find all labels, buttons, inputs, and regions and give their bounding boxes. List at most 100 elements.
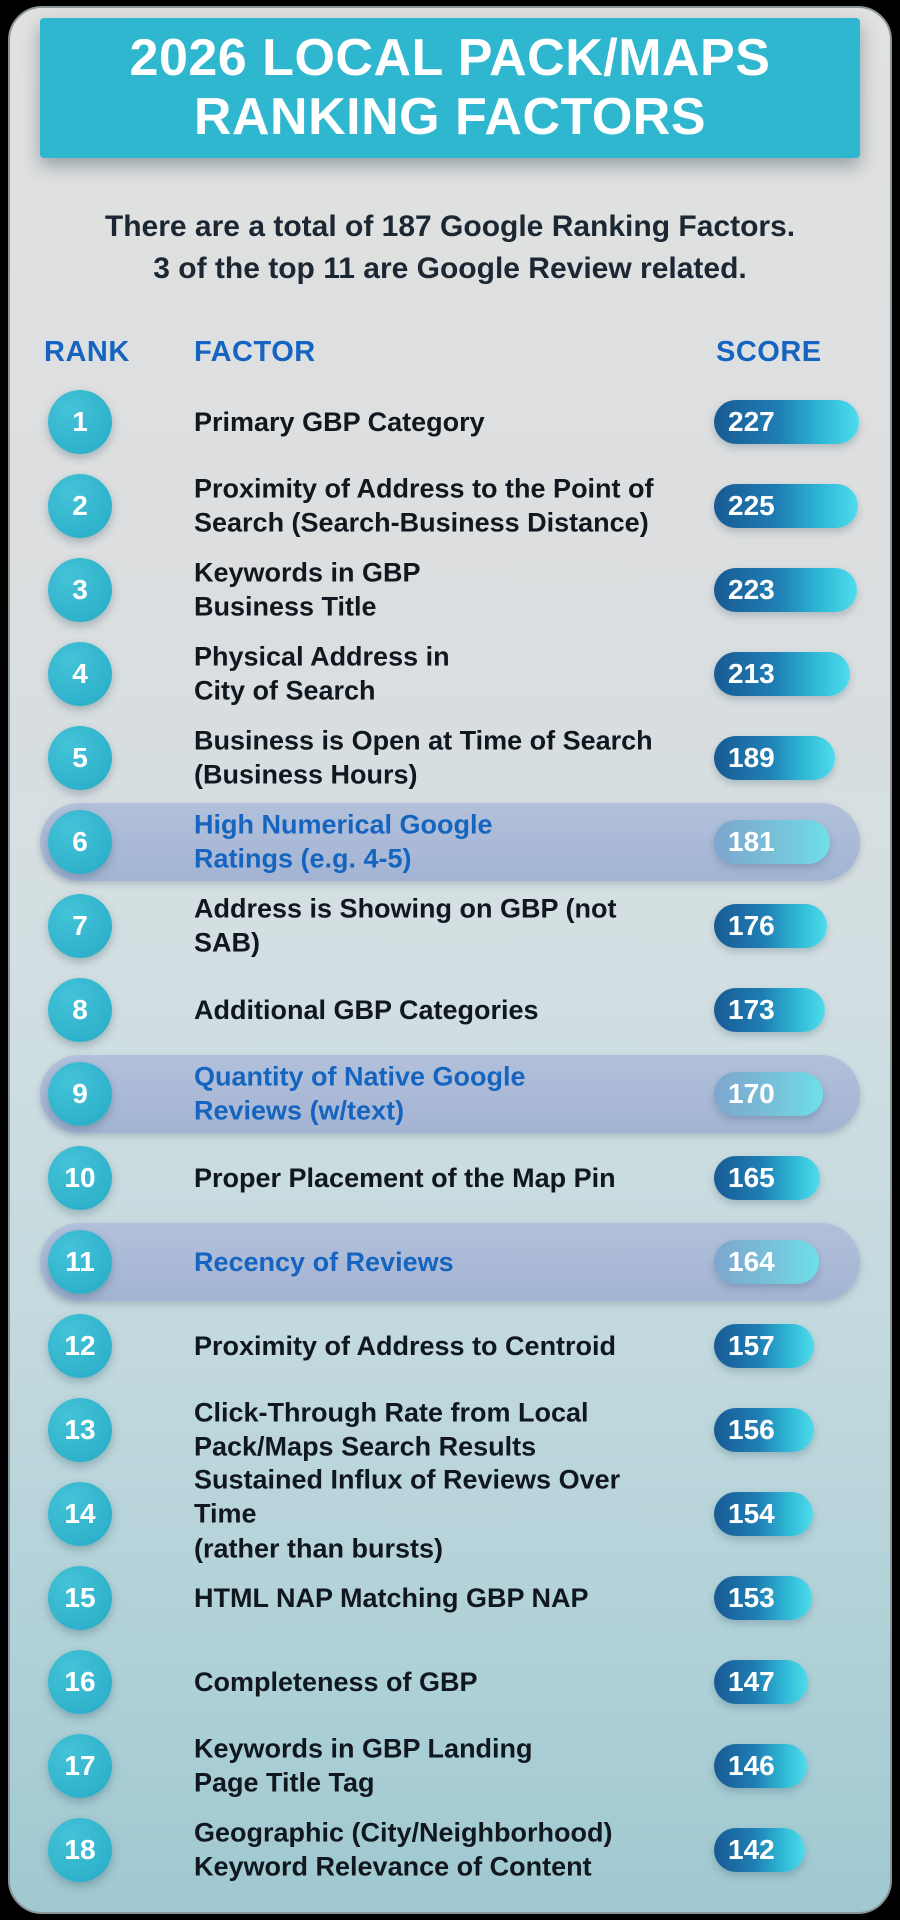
rank-number: 5	[72, 742, 88, 773]
score-value: 146	[728, 1750, 775, 1781]
score-pill: 147	[714, 1660, 808, 1704]
rank-number: 6	[72, 826, 88, 857]
score-value: 173	[728, 994, 775, 1025]
ranking-row: 4 Physical Address in City of Search 213	[10, 632, 890, 716]
intro-text: There are a total of 187 Google Ranking …	[104, 210, 796, 285]
rank-badge: 7	[48, 894, 112, 958]
ranking-row: 17 Keywords in GBP Landing Page Title Ta…	[10, 1724, 890, 1808]
factor-label: Completeness of GBP	[194, 1666, 478, 1697]
ranking-list: 1 Primary GBP Category 227 2 Proximity o…	[10, 380, 890, 1892]
rank-badge: 8	[48, 978, 112, 1042]
ranking-row: 18 Geographic (City/Neighborhood) Keywor…	[10, 1808, 890, 1892]
ranking-row: 3 Keywords in GBP Business Title 223	[10, 548, 890, 632]
score-value: 189	[728, 742, 775, 773]
header-banner: 2026 LOCAL PACK/MAPS RANKING FACTORS	[40, 18, 860, 158]
score-value: 225	[728, 490, 775, 521]
page-title: 2026 LOCAL PACK/MAPS RANKING FACTORS	[129, 28, 771, 146]
rank-number: 8	[72, 994, 88, 1025]
rank-number: 11	[65, 1246, 95, 1277]
score-value: 156	[728, 1414, 775, 1445]
rank-badge: 3	[48, 558, 112, 622]
column-header-rank: RANK	[44, 336, 130, 368]
rank-badge: 1	[48, 390, 112, 454]
score-value: 164	[728, 1246, 775, 1277]
score-pill: 176	[714, 904, 827, 948]
rank-badge: 11	[48, 1230, 112, 1294]
factor-label: Proximity of Address to the Point of Sea…	[194, 473, 654, 538]
score-pill: 154	[714, 1492, 813, 1536]
ranking-row: 14 Sustained Influx of Reviews Over Time…	[10, 1465, 890, 1563]
factor-label: Keywords in GBP Landing Page Title Tag	[194, 1733, 533, 1798]
factor-label: Proper Placement of the Map Pin	[194, 1162, 616, 1193]
rank-badge: 17	[48, 1734, 112, 1798]
score-value: 147	[728, 1666, 775, 1697]
score-pill: 164	[714, 1240, 819, 1284]
score-pill: 165	[714, 1156, 820, 1200]
ranking-row: 8 Additional GBP Categories 173	[10, 968, 890, 1052]
score-pill: 225	[714, 484, 858, 528]
score-pill: 157	[714, 1324, 814, 1368]
score-pill: 181	[714, 820, 830, 864]
score-value: 157	[728, 1330, 775, 1361]
score-value: 165	[728, 1162, 775, 1193]
ranking-row: 7 Address is Showing on GBP (not SAB) 17…	[10, 884, 890, 968]
ranking-row: 9 Quantity of Native Google Reviews (w/t…	[10, 1052, 890, 1136]
rank-number: 10	[64, 1162, 96, 1193]
score-value: 170	[728, 1078, 775, 1109]
rank-badge: 2	[48, 474, 112, 538]
factor-label: Quantity of Native Google Reviews (w/tex…	[194, 1061, 526, 1126]
ranking-row: 12 Proximity of Address to Centroid 157	[10, 1304, 890, 1388]
score-value: 213	[728, 658, 775, 689]
rank-badge: 16	[48, 1650, 112, 1714]
rank-badge: 10	[48, 1146, 112, 1210]
rank-number: 13	[64, 1414, 96, 1445]
rank-badge: 15	[48, 1566, 112, 1630]
column-header-score: SCORE	[716, 336, 822, 368]
rank-number: 2	[72, 490, 88, 521]
factor-label: Sustained Influx of Reviews Over Time (r…	[194, 1464, 621, 1564]
column-header-factor: FACTOR	[194, 336, 316, 368]
score-value: 153	[728, 1582, 775, 1613]
rank-number: 17	[64, 1750, 96, 1781]
score-pill: 189	[714, 736, 835, 780]
factor-label: Recency of Reviews	[194, 1246, 454, 1277]
rank-badge: 9	[48, 1062, 112, 1126]
rank-badge: 13	[48, 1398, 112, 1462]
ranking-row: 13 Click-Through Rate from Local Pack/Ma…	[10, 1388, 890, 1472]
rank-badge: 5	[48, 726, 112, 790]
rank-number: 3	[72, 574, 88, 605]
rank-badge: 4	[48, 642, 112, 706]
ranking-row: 1 Primary GBP Category 227	[10, 380, 890, 464]
score-pill: 227	[714, 400, 859, 444]
factor-label: Click-Through Rate from Local Pack/Maps …	[194, 1397, 589, 1462]
factor-label: Keywords in GBP Business Title	[194, 557, 421, 622]
rank-badge: 14	[48, 1482, 112, 1546]
rank-number: 18	[64, 1834, 96, 1865]
score-pill: 173	[714, 988, 825, 1032]
score-value: 181	[728, 826, 775, 857]
ranking-row: 10 Proper Placement of the Map Pin 165	[10, 1136, 890, 1220]
score-pill: 213	[714, 652, 850, 696]
factor-label: Address is Showing on GBP (not SAB)	[194, 893, 617, 958]
rank-number: 1	[72, 406, 88, 437]
rank-badge: 6	[48, 810, 112, 874]
score-pill: 156	[714, 1408, 814, 1452]
rank-number: 7	[72, 910, 88, 941]
rank-number: 16	[64, 1666, 96, 1697]
score-pill: 153	[714, 1576, 812, 1620]
rank-number: 4	[72, 658, 88, 689]
column-headers: RANK FACTOR SCORE	[10, 336, 890, 372]
infographic-card: 2026 LOCAL PACK/MAPS RANKING FACTORS The…	[8, 6, 892, 1914]
factor-label: Primary GBP Category	[194, 406, 485, 437]
score-pill: 223	[714, 568, 857, 612]
score-value: 154	[728, 1498, 775, 1529]
factor-label: High Numerical Google Ratings (e.g. 4-5)	[194, 809, 493, 874]
ranking-row: 16 Completeness of GBP 147	[10, 1640, 890, 1724]
ranking-row: 6 High Numerical Google Ratings (e.g. 4-…	[10, 800, 890, 884]
factor-label: Business is Open at Time of Search (Busi…	[194, 725, 653, 790]
rank-number: 14	[64, 1498, 96, 1529]
ranking-row: 15 HTML NAP Matching GBP NAP 153	[10, 1556, 890, 1640]
score-pill: 142	[714, 1828, 805, 1872]
rank-number: 9	[72, 1078, 88, 1109]
rank-badge: 18	[48, 1818, 112, 1882]
